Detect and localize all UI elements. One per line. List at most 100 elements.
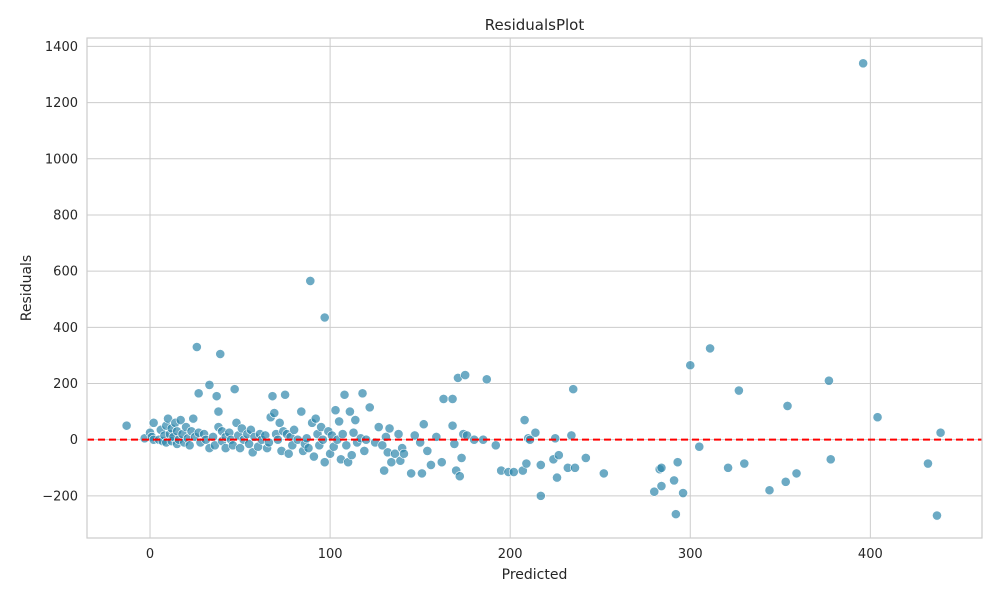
data-point [269,408,280,418]
data-point [825,454,836,465]
data-point [121,420,132,431]
data-point [580,453,591,463]
data-point [319,457,330,468]
data-point [436,457,447,468]
data-point [184,440,195,451]
data-point [782,401,793,411]
data-point [552,472,562,483]
data-point [341,440,352,451]
data-point [418,419,429,430]
data-point [669,475,679,486]
data-point [872,412,883,423]
data-point [350,415,361,425]
data-point [535,460,546,470]
data-point [932,510,942,521]
data-point [348,427,359,438]
y-tick-label: 800 [53,208,78,223]
grid-lines [87,38,982,538]
data-point [733,385,744,396]
data-point [359,446,370,456]
data-point [553,450,564,461]
data-point [163,413,173,424]
data-point [454,471,465,482]
data-point [685,360,696,371]
x-tick-label: 400 [858,547,883,562]
data-point [235,443,245,454]
data-point [267,391,278,402]
data-point [764,485,775,496]
data-point [379,465,390,476]
data-point [858,58,869,69]
data-point [296,406,307,417]
data-point [357,388,368,399]
data-point [438,394,449,404]
data-point [175,415,186,425]
data-point [739,458,750,469]
data-point [568,384,579,395]
data-point [417,468,427,479]
data-point [386,457,397,468]
chart-title: ResidualsPlot [485,16,585,34]
data-point [409,430,420,441]
data-point [490,440,501,451]
data-point [303,443,314,454]
y-tick-label: 200 [53,377,78,392]
data-point [694,441,705,452]
data-point [570,462,580,473]
data-point [791,468,802,479]
data-point [535,490,546,501]
data-point [346,450,357,461]
data-point [289,424,299,435]
data-point [309,451,319,462]
data-point [229,384,240,395]
data-point [508,467,519,477]
data-point [193,388,204,399]
data-point [305,276,316,286]
data-point [670,509,681,520]
data-point [824,375,834,386]
data-point [406,468,417,479]
data-point [283,448,294,459]
data-point [447,420,458,431]
data-point [649,486,660,497]
data-point [310,413,321,424]
data-point [215,349,226,359]
data-point [678,488,688,498]
data-point [530,427,541,438]
data-point [280,389,290,400]
scatter-points [121,58,946,521]
data-point [723,462,733,473]
y-tick-label: 600 [53,265,78,280]
data-point [377,440,388,451]
data-point [373,422,384,432]
data-point [188,413,199,424]
data-point [191,342,202,352]
data-point [481,374,492,385]
x-tick-labels: 0 100 200 300 400 [146,547,883,562]
data-point [935,427,946,438]
data-point [244,438,254,449]
data-point [460,370,471,380]
data-point [426,460,436,470]
y-tick-label: 1200 [45,96,78,111]
data-point [521,458,532,469]
data-point [656,481,667,491]
data-point [339,389,350,400]
data-point [364,402,375,413]
data-point [274,417,285,428]
data-point [672,457,683,468]
data-point [519,415,530,425]
x-axis-label: Predicted [502,567,568,583]
data-point [204,380,215,390]
data-point [345,406,355,417]
x-tick-label: 200 [498,547,523,562]
y-tick-label: 400 [53,321,78,336]
data-point [598,468,609,479]
data-point [301,433,312,444]
data-point [393,429,404,439]
x-tick-label: 300 [678,547,703,562]
data-point [384,423,395,434]
x-tick-label: 100 [318,547,343,562]
data-point [334,416,345,427]
data-point [656,462,667,473]
